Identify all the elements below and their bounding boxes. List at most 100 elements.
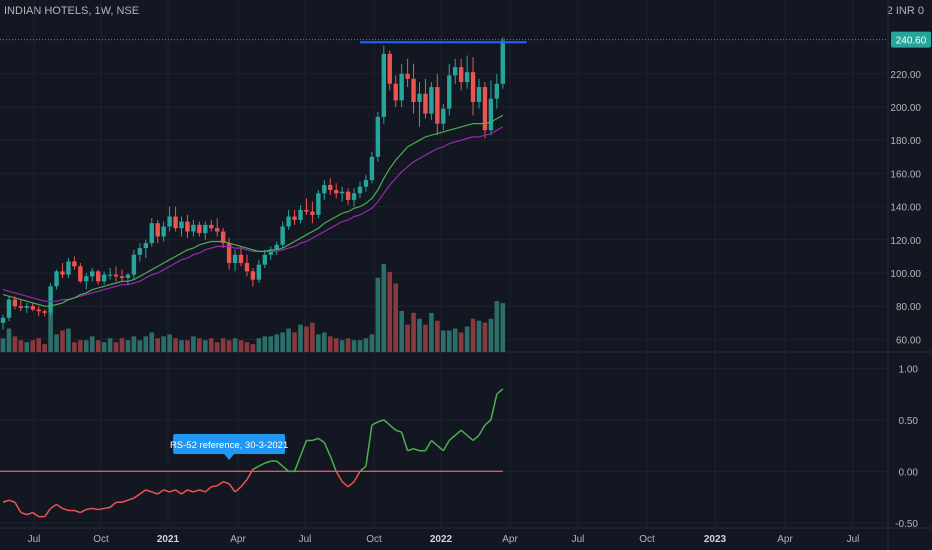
rs-line-segment bbox=[424, 440, 433, 452]
rs-y-tick-label: 1.00 bbox=[899, 364, 919, 375]
rs-line-segment bbox=[92, 507, 99, 511]
candle-body bbox=[250, 271, 256, 280]
candle-body bbox=[417, 93, 422, 103]
candle-body bbox=[119, 276, 125, 278]
rs-line-segment bbox=[234, 486, 242, 493]
rs-line-segment bbox=[222, 480, 230, 485]
rs-line-segment bbox=[312, 437, 319, 442]
candle-body bbox=[387, 53, 392, 84]
volume-bar bbox=[441, 330, 446, 352]
fast-moving-average-line bbox=[2, 114, 504, 307]
volume-bar bbox=[476, 320, 482, 352]
rs-line-segment bbox=[169, 489, 176, 493]
rs-line-segment bbox=[20, 511, 28, 516]
volume-bar bbox=[292, 332, 297, 352]
volume-bar bbox=[137, 340, 143, 352]
last-price-label: 240.60 bbox=[896, 36, 927, 47]
overlays: 240.60 bbox=[0, 31, 931, 48]
candle-body bbox=[500, 40, 505, 84]
candle-body bbox=[36, 309, 41, 312]
volume-bar bbox=[256, 338, 262, 352]
rs-line-segment bbox=[383, 419, 391, 426]
y-tick-label: 200.00 bbox=[890, 103, 921, 114]
volume-bar bbox=[232, 338, 238, 352]
candle-body bbox=[238, 254, 244, 264]
candle-body bbox=[96, 271, 101, 282]
y-tick-label: 60.00 bbox=[896, 335, 921, 346]
volume-bar bbox=[470, 318, 476, 352]
candle-body bbox=[185, 221, 190, 232]
rs-line-segment bbox=[264, 460, 271, 464]
volume-bar bbox=[304, 326, 309, 352]
rs-line-segment bbox=[32, 511, 40, 518]
rs-line-segment bbox=[430, 439, 438, 447]
volume-bar bbox=[220, 338, 226, 352]
volume-bar bbox=[191, 336, 196, 352]
volume-bar bbox=[464, 326, 470, 352]
candle-body bbox=[179, 221, 184, 229]
rs-callout-box bbox=[173, 434, 286, 454]
volume-bar bbox=[435, 320, 440, 352]
rs-line-segment bbox=[104, 506, 111, 510]
candle-body bbox=[453, 67, 458, 76]
x-tick-label: Jul bbox=[299, 534, 312, 545]
rs-line-segment bbox=[258, 462, 266, 467]
x-tick-label: Jul bbox=[847, 534, 860, 545]
volume-bar bbox=[36, 338, 41, 352]
candle-body bbox=[72, 261, 77, 267]
rs-line-segment bbox=[98, 507, 105, 511]
volume-bar bbox=[0, 338, 6, 352]
rs-line-segment bbox=[109, 501, 117, 508]
rs-line-segment bbox=[204, 486, 212, 493]
rs-line-segment bbox=[2, 499, 10, 503]
volume-bar bbox=[30, 340, 36, 352]
moving-averages bbox=[2, 114, 504, 307]
x-tick-label: Oct bbox=[93, 534, 109, 545]
candle-body bbox=[0, 317, 6, 323]
candle-body bbox=[203, 224, 208, 234]
candle-body bbox=[411, 78, 416, 103]
candle-body bbox=[482, 87, 488, 131]
volume-bar bbox=[167, 334, 172, 352]
volume-bar bbox=[322, 332, 327, 352]
volume-bar bbox=[113, 342, 119, 352]
axes: Jul Oct 2021 Apr Jul Oct 2022 Apr Jul Oct 2023 Apr J… bbox=[28, 70, 922, 545]
volume-bar bbox=[84, 340, 89, 352]
volume-bar bbox=[226, 340, 232, 352]
candle-body bbox=[6, 299, 12, 318]
candle-body bbox=[137, 248, 143, 255]
volume-bar bbox=[131, 336, 137, 352]
candle-body bbox=[215, 228, 220, 232]
volume-bar bbox=[482, 322, 488, 352]
rs-line-segment bbox=[347, 481, 355, 488]
candle-body bbox=[101, 274, 107, 282]
rs-line-segment bbox=[472, 434, 480, 442]
candle-body bbox=[18, 306, 24, 308]
candle-body bbox=[345, 191, 351, 200]
volume-bar bbox=[494, 301, 500, 352]
candle-body bbox=[470, 72, 476, 103]
rs-callout-pointer bbox=[224, 454, 235, 460]
symbol-title: INDIAN HOTELS, 1W, NSE bbox=[4, 5, 140, 17]
volume-bar bbox=[417, 318, 422, 352]
candle-body bbox=[125, 274, 131, 278]
rs-line-segment bbox=[133, 493, 141, 499]
candlesticks bbox=[0, 37, 505, 330]
candle-body bbox=[476, 87, 482, 103]
y-tick-label: 100.00 bbox=[890, 269, 921, 280]
volume-bar bbox=[387, 271, 393, 352]
volume-bar bbox=[107, 338, 113, 352]
rs-line-segment bbox=[14, 501, 22, 513]
rs-line-segment bbox=[490, 393, 498, 421]
candle-body bbox=[191, 224, 196, 232]
rs-line-segment bbox=[395, 429, 402, 433]
volume-bar bbox=[310, 322, 315, 352]
rs-line-segment bbox=[175, 489, 182, 495]
volume-bar bbox=[268, 336, 274, 352]
candle-body bbox=[292, 216, 297, 220]
rs-line-segment bbox=[466, 434, 474, 442]
candle-body bbox=[143, 243, 148, 249]
rs-line-segment bbox=[50, 503, 57, 510]
candle-body bbox=[220, 231, 226, 244]
